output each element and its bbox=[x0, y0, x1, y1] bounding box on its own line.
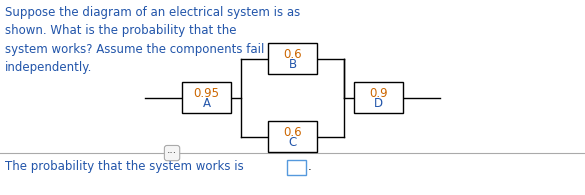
Text: 0.6: 0.6 bbox=[283, 126, 302, 139]
Text: The probability that the system works is: The probability that the system works is bbox=[5, 160, 244, 173]
Text: 0.6: 0.6 bbox=[283, 48, 302, 61]
Text: 0.9: 0.9 bbox=[369, 87, 388, 100]
Text: ···: ··· bbox=[167, 148, 177, 158]
Bar bbox=[269, 43, 316, 74]
Bar bbox=[287, 160, 307, 175]
Text: B: B bbox=[288, 58, 297, 71]
Text: C: C bbox=[288, 136, 297, 149]
Bar bbox=[183, 82, 230, 113]
Text: A: A bbox=[202, 97, 211, 110]
Text: D: D bbox=[374, 97, 383, 110]
Bar bbox=[269, 121, 316, 152]
Text: .: . bbox=[308, 160, 312, 173]
Bar bbox=[355, 82, 402, 113]
Text: Suppose the diagram of an electrical system is as
shown. What is the probability: Suppose the diagram of an electrical sys… bbox=[5, 6, 301, 74]
Text: 0.95: 0.95 bbox=[194, 87, 219, 100]
